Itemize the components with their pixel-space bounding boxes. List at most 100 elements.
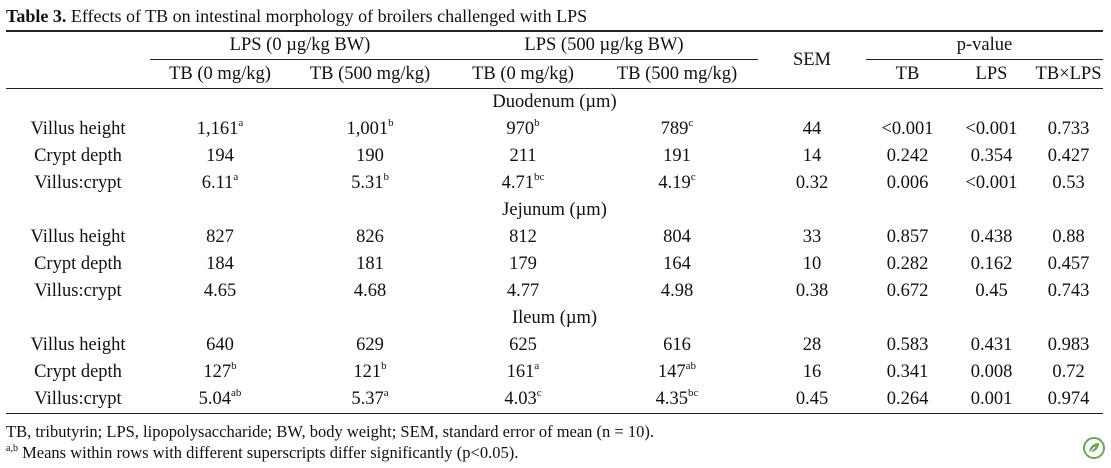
table-row: Crypt depth 194 190 211 191 14 0.242 0.354 0.427 — [6, 143, 1103, 170]
section-row: Duodenum (µm) — [6, 89, 1103, 117]
value-cell: 1,001b — [290, 116, 450, 143]
row-label: Villus height — [30, 119, 126, 139]
cell-value: 190 — [356, 146, 384, 166]
sem-cell: 16 — [802, 362, 822, 382]
cell-value: 640 — [206, 335, 234, 355]
pvalue-cell: 0.438 — [970, 227, 1013, 247]
sem-cell: 0.45 — [795, 389, 829, 409]
pvalue-cell: 0.427 — [1047, 146, 1090, 166]
footnote-superscript: a,b — [6, 442, 18, 454]
cell-value: 4.77 — [506, 281, 540, 301]
pvalue-cell: 0.857 — [886, 227, 929, 247]
row-label: Villus height — [30, 227, 126, 247]
cell-value: 826 — [356, 227, 384, 247]
value-cell: 161a — [450, 359, 596, 386]
sem-cell: 10 — [802, 254, 822, 274]
cell-superscript: b — [388, 116, 394, 129]
table-row: Villus height 640 629 625 616 28 0.583 0.431 0.9… — [6, 332, 1103, 359]
pvalue-cell: 0.45 — [975, 281, 1008, 301]
cell-value: 5.31 — [351, 173, 384, 193]
value-cell: 970b — [450, 116, 596, 143]
footnote-abbreviations: TB, tributyrin; LPS, lipopolysaccharide;… — [6, 422, 654, 441]
section-title: Jejunum (µm) — [502, 200, 607, 220]
header-p-sub: TB — [866, 59, 949, 89]
pvalue-cell: 0.242 — [886, 146, 929, 166]
table-row: Crypt depth 127 b 121b 161a 147ab 16 0.341 0.008… — [6, 359, 1103, 386]
caption-label: Table 3. — [6, 6, 67, 26]
header-sub: TB (0 mg/kg) — [150, 59, 290, 89]
pvalue-cell: 0.162 — [970, 254, 1013, 274]
header-lps500: LPS (500 µg/kg BW) — [450, 31, 758, 60]
value-cell: 5.31b — [290, 170, 450, 197]
header-sub: TB (500 mg/kg) — [290, 59, 450, 89]
row-label: Villus:crypt — [34, 389, 122, 409]
cell-value: 827 — [206, 227, 234, 247]
caption-text: Effects of TB on intestinal morphology o… — [66, 6, 588, 26]
header-sem: SEM — [758, 31, 866, 89]
pvalue-cell: 0.583 — [886, 335, 929, 355]
value-cell: 179 — [450, 251, 596, 278]
value-cell: 181 — [290, 251, 450, 278]
value-cell: 625 — [450, 332, 596, 359]
header-blank — [6, 31, 150, 60]
value-cell: 640 — [150, 332, 290, 359]
table-row: Villus:crypt 4.65 4.68 4.77 4.98 0.38 0.672 0.4… — [6, 278, 1103, 305]
header-row-groups: LPS (0 µg/kg BW) LPS (500 µg/kg BW) SEM … — [6, 31, 1104, 89]
header-row-sub: TB (0 mg/kg) TB (500 mg/kg) TB (0 mg/kg)… — [6, 59, 1104, 89]
value-cell: 4.03c — [450, 386, 596, 414]
section-row: Ileum (µm) — [6, 305, 1103, 332]
cell-superscript: b — [381, 359, 387, 372]
cell-superscript: a — [238, 116, 244, 129]
value-cell: 164 — [596, 251, 758, 278]
cell-superscript: a — [534, 359, 540, 372]
cell-value: 6.11 — [201, 173, 234, 193]
pvalue-cell: 0.008 — [970, 362, 1013, 382]
value-cell: 1,161a — [150, 116, 290, 143]
cell-value: 4.35 — [655, 389, 688, 409]
value-cell: 789c — [596, 116, 758, 143]
row-label: Villus height — [30, 335, 126, 355]
cell-superscript: bc — [687, 386, 699, 399]
value-cell: 5.04ab — [150, 386, 290, 414]
pvalue-cell: 0.001 — [970, 389, 1013, 409]
cell-value: 179 — [509, 254, 537, 274]
value-cell: 4.19c — [596, 170, 758, 197]
row-label: Villus:crypt — [34, 173, 122, 193]
cell-value: 4.98 — [660, 281, 694, 301]
table-row: Villus height 827 826 812 804 33 0.857 0.438 0.8… — [6, 224, 1103, 251]
pvalue-cell: 0.282 — [886, 254, 929, 274]
pvalue-cell: 0.006 — [886, 173, 929, 193]
cell-value: 804 — [663, 227, 691, 247]
cell-value: 970 — [506, 119, 535, 139]
cell-value: 4.65 — [203, 281, 237, 301]
pvalue-cell: 0.341 — [886, 362, 929, 382]
cell-superscript: bc — [533, 170, 545, 183]
value-cell: 190 — [290, 143, 450, 170]
row-label: Villus:crypt — [34, 281, 122, 301]
pvalue-cell: 0.72 — [1052, 362, 1085, 382]
cell-value: 194 — [206, 146, 234, 166]
cell-value: 164 — [663, 254, 691, 274]
pvalue-cell: 0.743 — [1047, 281, 1090, 301]
value-cell: 4.65 — [150, 278, 290, 305]
cell-value: 147 — [657, 362, 686, 382]
cell-value: 211 — [509, 146, 537, 166]
cell-value: 127 — [203, 362, 232, 382]
sem-cell: 44 — [802, 119, 822, 139]
value-cell: 616 — [596, 332, 758, 359]
sem-cell: 33 — [802, 227, 822, 247]
pvalue-cell: 0.88 — [1052, 227, 1085, 247]
sem-cell: 28 — [802, 335, 822, 355]
value-cell: 827 — [150, 224, 290, 251]
cell-value: 184 — [206, 254, 234, 274]
cell-superscript: ab — [685, 359, 697, 372]
cell-value: 789 — [660, 119, 689, 139]
value-cell: 121b — [290, 359, 450, 386]
value-cell: 4.68 — [290, 278, 450, 305]
cell-superscript: c — [688, 116, 694, 129]
cell-value: 4.68 — [353, 281, 387, 301]
value-cell: 194 — [150, 143, 290, 170]
row-label: Crypt depth — [34, 362, 122, 382]
cell-value: 191 — [663, 146, 691, 166]
pvalue-cell: 0.431 — [970, 335, 1013, 355]
